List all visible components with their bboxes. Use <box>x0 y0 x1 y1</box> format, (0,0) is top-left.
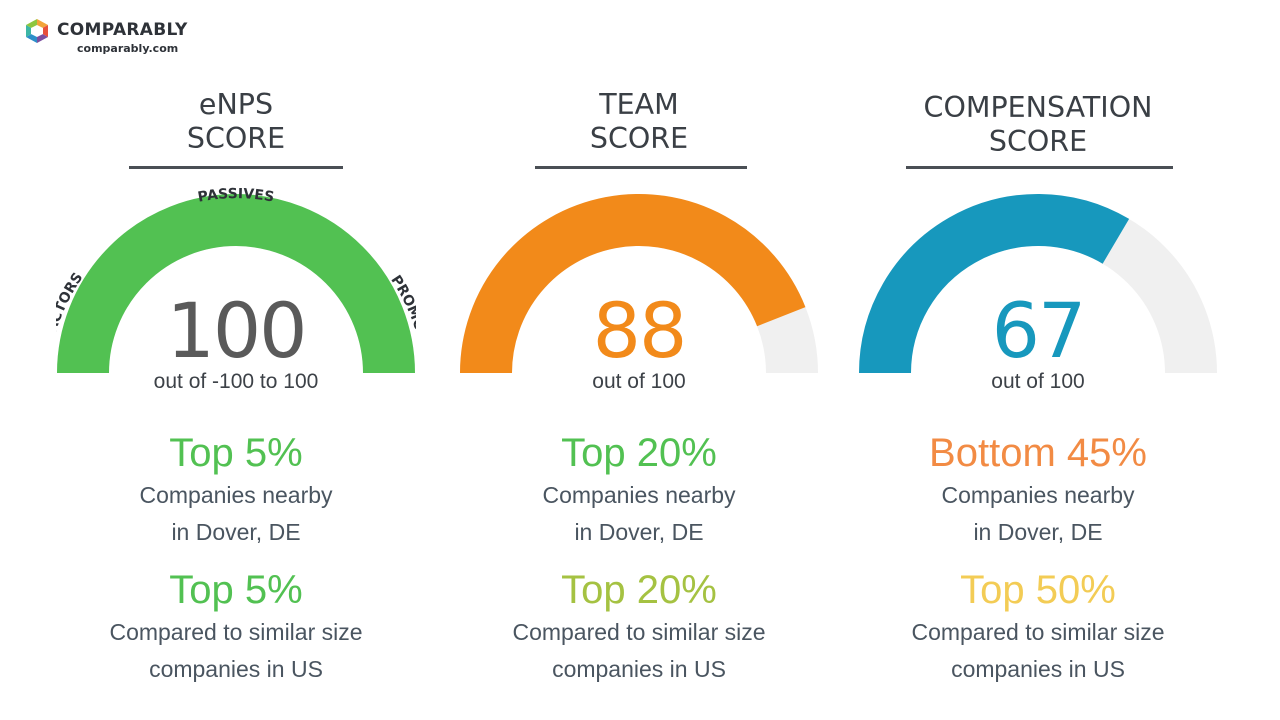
score-value: 67 <box>991 286 1087 375</box>
score-value: 88 <box>592 286 688 375</box>
brand-name: COMPARABLY <box>57 20 188 40</box>
local-desc-line2: in Dover, DE <box>973 519 1103 545</box>
card-title-line2: SCORE <box>988 125 1088 158</box>
comparably-logo-icon <box>26 19 48 43</box>
local-desc-line2: in Dover, DE <box>171 519 301 545</box>
score-gauge: DETRACTORSPASSIVESPROMOTERS <box>56 186 416 375</box>
card-title-line1: COMPENSATION <box>923 91 1153 124</box>
local-rank-description: Companies nearby in Dover, DE <box>36 477 436 551</box>
local-desc-line1: Companies nearby <box>139 482 333 508</box>
national-desc-line2: companies in US <box>951 656 1125 682</box>
card-title: eNPS SCORE <box>36 88 436 156</box>
national-desc-line1: Compared to similar size <box>109 619 363 645</box>
national-rank: Top 5% <box>169 568 303 612</box>
card-title-line1: TEAM <box>599 88 679 121</box>
score-scale: out of 100 <box>592 370 686 393</box>
card-title: COMPENSATION SCORE <box>838 91 1238 159</box>
local-rank: Top 5% <box>169 431 303 475</box>
title-underline <box>535 166 747 169</box>
team-score-card: TEAM SCORE 88 out of 100 Top 20% Compani… <box>439 0 839 720</box>
national-rank-description: Compared to similar size companies in US <box>36 614 436 688</box>
local-rank: Bottom 45% <box>929 431 1147 475</box>
score-gauge <box>859 194 1217 374</box>
national-rank-description: Compared to similar size companies in US <box>838 614 1238 688</box>
national-rank: Top 20% <box>561 568 717 612</box>
national-rank-description: Compared to similar size companies in US <box>439 614 839 688</box>
score-value: 100 <box>166 286 307 375</box>
local-desc-line1: Companies nearby <box>941 482 1135 508</box>
gauge-fill <box>57 194 415 374</box>
local-rank: Top 20% <box>561 431 717 475</box>
title-underline <box>129 166 343 169</box>
gauge-label-passives: PASSIVES <box>197 186 276 206</box>
gauge-fill <box>859 194 1130 374</box>
national-desc-line2: companies in US <box>149 656 323 682</box>
score-scale: out of -100 to 100 <box>153 370 319 393</box>
title-underline <box>906 166 1173 169</box>
gauge-fill <box>460 194 806 374</box>
brand-url: comparably.com <box>77 42 179 55</box>
national-rank: Top 50% <box>960 568 1116 612</box>
local-desc-line1: Companies nearby <box>542 482 736 508</box>
national-desc-line1: Compared to similar size <box>512 619 766 645</box>
enps-score-card: eNPS SCORE DETRACTORSPASSIVESPROMOTERS 1… <box>36 0 436 720</box>
card-title-line2: SCORE <box>186 122 286 155</box>
compensation-score-card: COMPENSATION SCORE 67 out of 100 Bottom … <box>838 0 1238 720</box>
local-desc-line2: in Dover, DE <box>574 519 704 545</box>
score-gauge <box>460 194 818 374</box>
local-rank-description: Companies nearby in Dover, DE <box>838 477 1238 551</box>
local-rank-description: Companies nearby in Dover, DE <box>439 477 839 551</box>
national-desc-line2: companies in US <box>552 656 726 682</box>
card-title-line2: SCORE <box>589 122 689 155</box>
score-scale: out of 100 <box>991 370 1085 393</box>
brand-logo[interactable]: COMPARABLY comparably.com <box>24 17 224 61</box>
card-title-line1: eNPS <box>198 88 274 121</box>
card-title: TEAM SCORE <box>439 88 839 156</box>
national-desc-line1: Compared to similar size <box>911 619 1165 645</box>
